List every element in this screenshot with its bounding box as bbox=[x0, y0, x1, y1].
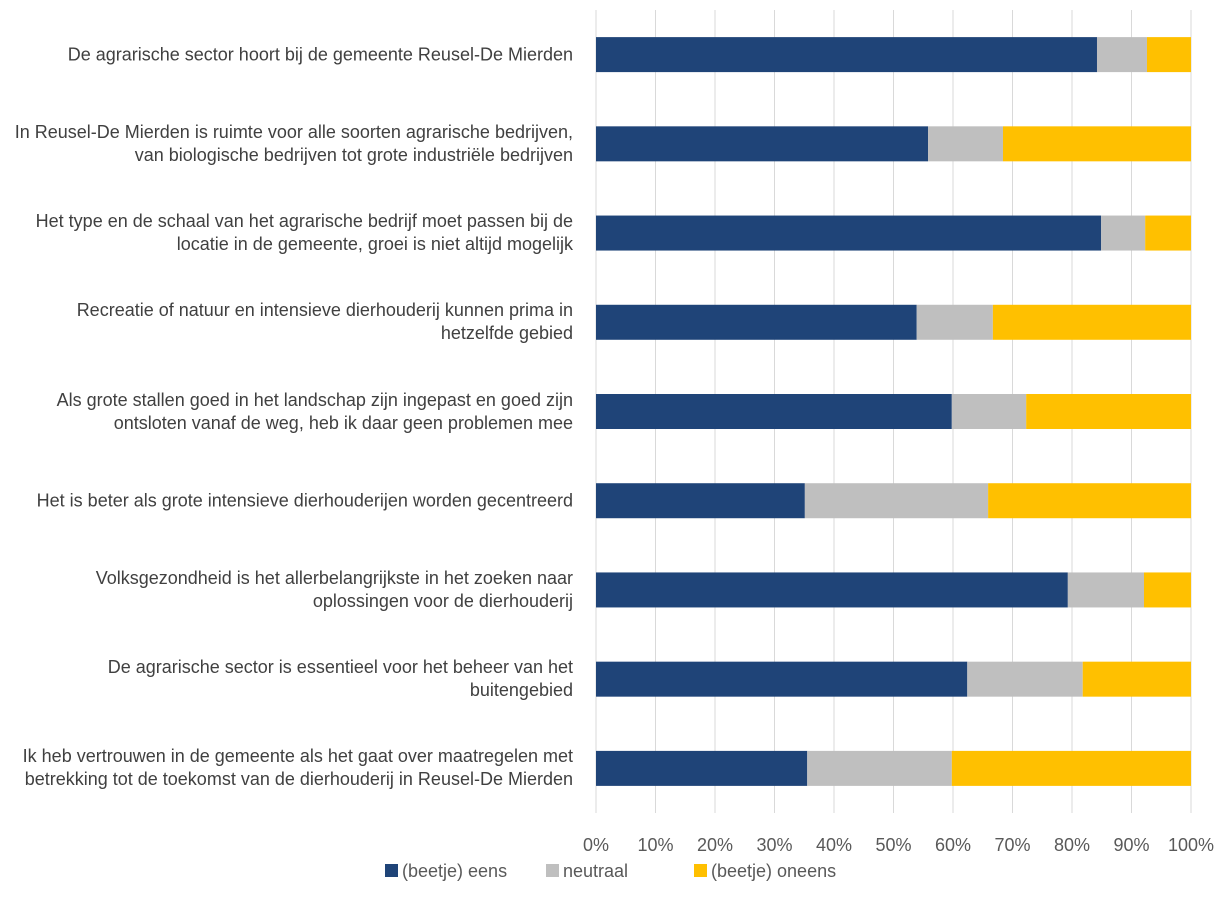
category-label: Volksgezondheid is het allerbelangrijkst… bbox=[95, 567, 573, 611]
x-tick-label: 70% bbox=[994, 835, 1030, 855]
legend-label: neutraal bbox=[563, 861, 628, 881]
x-tick-label: 0% bbox=[583, 835, 609, 855]
bar-segment bbox=[807, 750, 952, 786]
category-label: Recreatie of natuur en intensieve dierho… bbox=[76, 300, 573, 344]
bar-segment bbox=[596, 215, 1102, 251]
x-tick-label: 20% bbox=[697, 835, 733, 855]
bar-segment bbox=[1146, 37, 1191, 73]
bar-segment bbox=[988, 483, 1191, 519]
bar-segment bbox=[916, 304, 993, 340]
x-tick-label: 60% bbox=[935, 835, 971, 855]
bar-segment bbox=[596, 661, 968, 697]
bar-segment bbox=[596, 572, 1068, 608]
category-label: De agrarische sector is essentieel voor … bbox=[107, 657, 573, 701]
legend-label: (beetje) oneens bbox=[711, 861, 836, 881]
bar-segment bbox=[804, 483, 989, 519]
bar-segment bbox=[1145, 215, 1191, 251]
bar-segment bbox=[1067, 572, 1144, 608]
bar-segment bbox=[928, 126, 1003, 162]
category-label: In Reusel-De Mierden is ruimte voor alle… bbox=[14, 121, 573, 165]
bar-segment bbox=[1101, 215, 1146, 251]
bar-segment bbox=[596, 304, 917, 340]
x-tick-label: 40% bbox=[816, 835, 852, 855]
bar-segment bbox=[992, 304, 1191, 340]
bar-segment bbox=[596, 483, 805, 519]
bar-segment bbox=[1143, 572, 1191, 608]
category-label: Het type en de schaal van het agrarische… bbox=[35, 211, 573, 255]
bar-segment bbox=[1026, 394, 1191, 429]
x-tick-label: 90% bbox=[1113, 835, 1149, 855]
legend-label: (beetje) eens bbox=[402, 861, 507, 881]
category-label: Ik heb vertrouwen in de gemeente als het… bbox=[22, 746, 573, 790]
legend-swatch bbox=[385, 864, 398, 877]
bar-segment bbox=[1096, 37, 1147, 73]
bar-segment bbox=[967, 661, 1083, 697]
legend-swatch bbox=[546, 864, 559, 877]
bar-segment bbox=[596, 37, 1097, 73]
x-tick-label: 10% bbox=[637, 835, 673, 855]
legend-swatch bbox=[694, 864, 707, 877]
bar-segment bbox=[596, 750, 808, 786]
x-tick-label: 30% bbox=[756, 835, 792, 855]
category-label: De agrarische sector hoort bij de gemeen… bbox=[67, 44, 573, 65]
bar-segment bbox=[951, 394, 1027, 429]
bar-segment bbox=[596, 394, 952, 429]
x-tick-label: 100% bbox=[1168, 835, 1214, 855]
bar-segment bbox=[1002, 126, 1191, 162]
bar-segment bbox=[951, 750, 1191, 786]
bar-segment bbox=[596, 126, 929, 162]
x-tick-label: 80% bbox=[1054, 835, 1090, 855]
x-tick-label: 50% bbox=[875, 835, 911, 855]
category-label: Als grote stallen goed in het landschap … bbox=[56, 389, 573, 433]
category-label: Het is beter als grote intensieve dierho… bbox=[36, 490, 573, 511]
bar-segment bbox=[1082, 661, 1191, 697]
